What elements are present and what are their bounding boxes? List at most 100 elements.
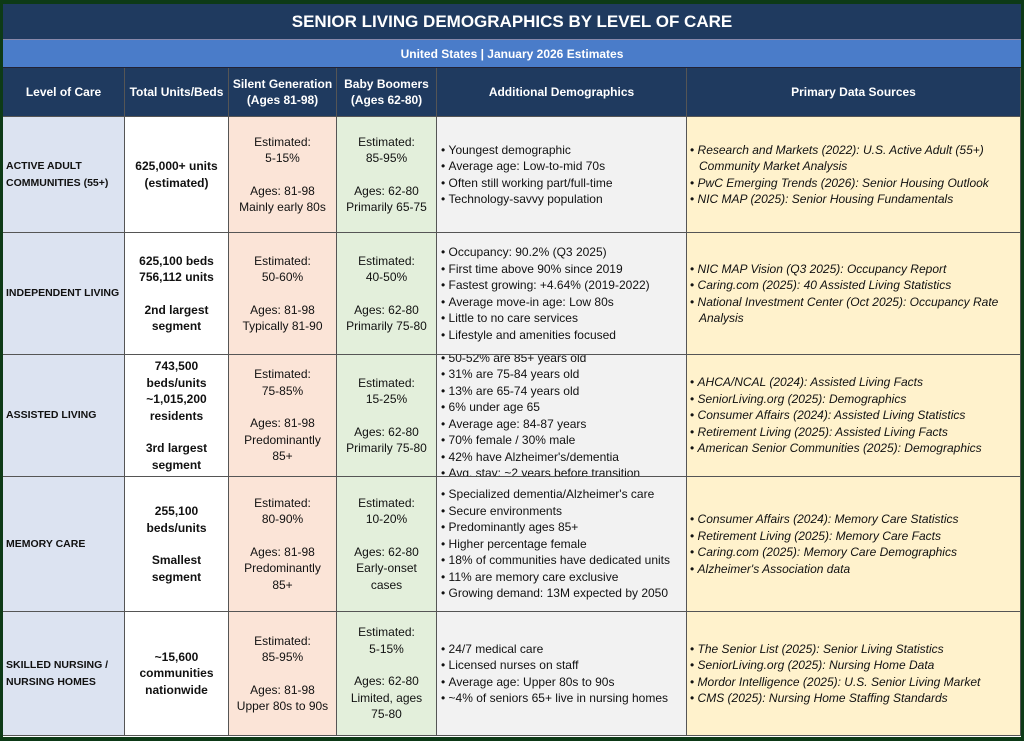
text-line: beds/units xyxy=(146,520,207,535)
paragraph: Estimated: 85-95% xyxy=(229,633,336,666)
demographic-item: Higher percentage female xyxy=(441,536,686,553)
silent-cell: Estimated: 80-90% Ages: 81-98 Predominantly… xyxy=(229,477,337,612)
source-item: National Investment Center (Oct 2025): O… xyxy=(690,294,1020,327)
paragraph: Estimated: 50-60% xyxy=(229,253,336,286)
text-line: Ages: 81-98 xyxy=(250,416,315,431)
text-line: Ages: 62-80 xyxy=(354,424,419,439)
source-item: SeniorLiving.org (2025): Nursing Home Da… xyxy=(690,657,1020,674)
paragraph: Ages: 62-80 Primarily 75-80 xyxy=(337,424,436,457)
text-line: 743,500 xyxy=(154,359,199,373)
boomers-cell: Estimated: 85-95% Ages: 62-80 Primarily 65-… xyxy=(337,117,437,233)
paragraph: Estimated: 40-50% xyxy=(337,253,436,286)
sources-cell: AHCA/NCAL (2024): Assisted Living FactsS… xyxy=(687,355,1021,477)
demographic-item: Average age: 84-87 years xyxy=(441,416,686,433)
header-line: Baby Boomers xyxy=(344,76,429,91)
boomers-cell: Estimated: 5-15% Ages: 62-80 Limited, ages 7… xyxy=(337,612,437,736)
level-label: INDEPENDENT LIVING xyxy=(6,287,120,300)
text-line: 15-25% xyxy=(365,392,408,406)
text-line: segment xyxy=(151,457,202,472)
text-line: 40-50% xyxy=(365,270,408,284)
text-line: Early-onset xyxy=(356,561,417,576)
paragraph: Estimated: 85-95% xyxy=(337,134,436,167)
source-item: Retirement Living (2025): Assisted Livin… xyxy=(690,424,1020,441)
boomers-cell: Estimated: 10-20% Ages: 62-80 Early-onset ca… xyxy=(337,477,437,612)
paragraph: Estimated: 80-90% xyxy=(229,495,336,528)
text-line: Ages: 81-98 xyxy=(250,302,315,317)
table-page: SENIOR LIVING DEMOGRAPHICS BY LEVEL OF C… xyxy=(3,4,1021,737)
text-line: nationwide xyxy=(145,682,208,697)
demographic-item: Often still working part/full-time xyxy=(441,175,686,192)
text-line: Ages: 81-98 xyxy=(250,183,315,198)
paragraph: 625,000+ units (estimated) xyxy=(125,158,228,191)
header-cell: Total Units/Beds xyxy=(125,68,229,117)
paragraph: 2nd largest segment xyxy=(125,302,228,335)
text-line: Estimated: xyxy=(254,367,311,382)
demographic-item: 50-52% are 85+ years old xyxy=(441,355,686,366)
sources-cell: Consumer Affairs (2024): Memory Care Sta… xyxy=(687,477,1021,612)
demographic-item: 70% female / 30% male xyxy=(441,432,686,449)
subtitle: United States | January 2026 Estimates xyxy=(3,40,1021,68)
source-item: CMS (2025): Nursing Home Staffing Standa… xyxy=(690,690,1020,707)
level-cell: INDEPENDENT LIVING xyxy=(3,233,125,355)
demographic-item: Occupancy: 90.2% (Q3 2025) xyxy=(441,244,686,261)
demographic-item: Average move-in age: Low 80s xyxy=(441,294,686,311)
demographic-item: 18% of communities have dedicated units xyxy=(441,552,686,569)
text-line: 756,112 units xyxy=(139,270,214,284)
paragraph: Ages: 81-98 Typically 81-90 xyxy=(229,302,336,335)
text-line: 85+ xyxy=(272,449,293,464)
source-item: Caring.com (2025): Memory Care Demograph… xyxy=(690,544,1020,561)
text-line: Predominantly xyxy=(244,561,321,576)
text-line: Ages: 62-80 xyxy=(354,674,419,689)
paragraph: Ages: 62-80 Primarily 75-80 xyxy=(337,302,436,335)
source-item: Retirement Living (2025): Memory Care Fa… xyxy=(690,528,1020,545)
demographic-item: Youngest demographic xyxy=(441,142,686,159)
source-item: Caring.com (2025): 40 Assisted Living St… xyxy=(690,277,1020,294)
text-line: segment xyxy=(151,319,202,333)
demographics-cell: Youngest demographicAverage age: Low-to-… xyxy=(437,117,687,233)
text-line: 2nd largest xyxy=(144,302,209,317)
text-line: 255,100 xyxy=(154,504,199,518)
paragraph: 255,100 beds/units xyxy=(125,503,228,536)
header-cell: Additional Demographics xyxy=(437,68,687,117)
demographic-item: 24/7 medical care xyxy=(441,641,686,658)
units-cell: 625,100 beds 756,112 units 2nd largest segm… xyxy=(125,233,229,355)
paragraph: 3rd largest segment xyxy=(125,440,228,473)
silent-cell: Estimated: 50-60% Ages: 81-98 Typically 81-… xyxy=(229,233,337,355)
source-item: PwC Emerging Trends (2026): Senior Housi… xyxy=(690,175,1020,192)
demographic-item: Predominantly ages 85+ xyxy=(441,519,686,536)
demographic-item: Fastest growing: +4.64% (2019-2022) xyxy=(441,277,686,294)
text-line: Primarily 75-80 xyxy=(346,319,427,333)
demographic-item: 13% are 65-74 years old xyxy=(441,383,686,400)
text-line: Estimated: xyxy=(358,375,415,390)
text-line: Ages: 81-98 xyxy=(250,544,315,559)
text-line: 625,100 beds xyxy=(139,253,214,268)
title: SENIOR LIVING DEMOGRAPHICS BY LEVEL OF C… xyxy=(3,4,1021,40)
level-label: ACTIVE ADULT COMMUNITIES (55+) xyxy=(6,160,109,189)
demographic-item: Little to no care services xyxy=(441,310,686,327)
level-cell: ACTIVE ADULT COMMUNITIES (55+) xyxy=(3,117,125,233)
demographics-cell: 50-52% are 85+ years old31% are 75-84 ye… xyxy=(437,355,687,477)
text-line: Estimated: xyxy=(358,625,415,640)
text-line: residents xyxy=(149,408,204,423)
header-cell: Silent Generation (Ages 81-98) xyxy=(229,68,337,117)
demographics-cell: 24/7 medical careLicensed nurses on staf… xyxy=(437,612,687,736)
paragraph: Ages: 81-98 Upper 80s to 90s xyxy=(229,682,336,715)
paragraph: Ages: 81-98 Mainly early 80s xyxy=(229,183,336,216)
source-item: NIC MAP (2025): Senior Housing Fundament… xyxy=(690,191,1020,208)
text-line: ~1,015,200 xyxy=(146,392,207,406)
text-line: Ages: 62-80 xyxy=(354,544,419,559)
demographic-item: Licensed nurses on staff xyxy=(441,657,686,674)
text-line: Estimated: xyxy=(254,253,311,268)
text-line: segment xyxy=(151,569,202,584)
text-line: (estimated) xyxy=(144,175,209,190)
demographic-item: ~4% of seniors 65+ live in nursing homes xyxy=(441,690,686,707)
text-line: Estimated: xyxy=(254,633,311,648)
text-line: Upper 80s to 90s xyxy=(236,699,329,713)
boomers-cell: Estimated: 15-25% Ages: 62-80 Primarily 75-… xyxy=(337,355,437,477)
demographic-item: 11% are memory care exclusive xyxy=(441,569,686,586)
demographics-cell: Specialized dementia/Alzheimer's careSec… xyxy=(437,477,687,612)
paragraph: Estimated: 10-20% xyxy=(337,495,436,528)
text-line: 85-95% xyxy=(365,151,408,165)
demographic-item: 31% are 75-84 years old xyxy=(441,366,686,383)
silent-cell: Estimated: 75-85% Ages: 81-98 Predominantly… xyxy=(229,355,337,477)
